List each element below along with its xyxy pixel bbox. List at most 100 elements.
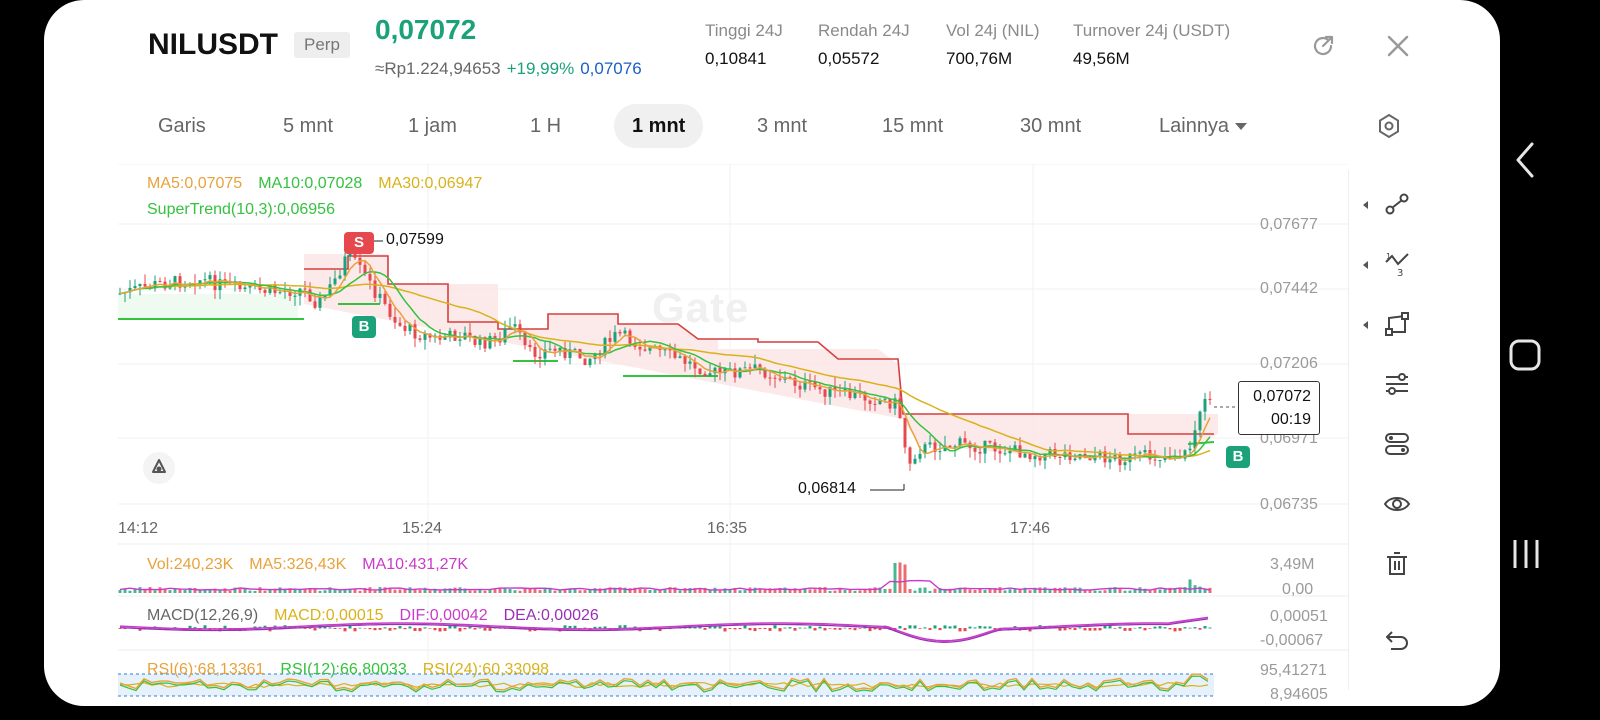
supertrend-value: SuperTrend(10,3):0,06956 [147, 201, 335, 218]
gate-watermark: Gate [652, 284, 750, 331]
current-price-box: 0,07072 00:19 [1238, 381, 1320, 435]
trendline-icon [1385, 193, 1409, 215]
stat-value: 700,76M [946, 49, 1013, 68]
buy-signal-badge: B [352, 316, 376, 338]
pair-symbol[interactable]: NILUSDT [148, 28, 278, 61]
volume-ma10: MA10:431,27K [362, 556, 469, 573]
tab-1-jam[interactable]: 1 jam [408, 115, 457, 137]
time-axis-label: 15:24 [402, 520, 443, 537]
tab-5-mnt[interactable]: 5 mnt [283, 115, 334, 137]
tab-15-mnt[interactable]: 15 mnt [882, 115, 944, 137]
high-price-marker: 0,07599 [386, 231, 444, 248]
gear-icon[interactable] [1375, 112, 1403, 140]
stat-low-24h: Rendah 24J 0,05572 [818, 21, 910, 69]
undo-icon [1386, 631, 1408, 650]
stat-value: 49,56M [1073, 49, 1130, 68]
dif-value: DIF:0,00042 [399, 607, 488, 624]
macd-dea-line [119, 618, 1209, 643]
tab-1-mnt[interactable]: 1 mnt [614, 104, 704, 148]
rsi12-value: RSI(12):66,80033 [280, 661, 407, 678]
dea-value: DEA:0,00026 [503, 607, 599, 624]
last-price: 0,07072 [375, 14, 477, 45]
low-price-marker: 0,06814 [798, 480, 856, 497]
buy-signal-badge-latest: B [1226, 446, 1250, 468]
ma10-line [119, 270, 1211, 460]
stat-volume-24h: Vol 24j (NIL) 700,76M [946, 21, 1040, 69]
ma5-value: MA5:0,07075 [147, 175, 243, 192]
stat-value: 0,05572 [818, 49, 880, 68]
macd-dif-line [119, 616, 1209, 642]
macd-axis-top: 0,00051 [1270, 608, 1328, 625]
rsi-legend: RSI(6):68,13361 RSI(12):66,80033 RSI(24):6… [147, 661, 565, 679]
rsi-band [118, 674, 1214, 696]
stat-label: Vol 24j (NIL) [946, 21, 1040, 40]
supertrend-support-band [118, 294, 298, 319]
volume-ma10-line [119, 579, 1211, 591]
macd-params: MACD(12,26,9) [147, 607, 259, 624]
tab-3-mnt[interactable]: 3 mnt [757, 115, 808, 137]
volume-value: Vol:240,23K [147, 556, 234, 573]
macd-legend: MACD(12,26,9) MACD:0,00015 DIF:0,00042 DEA:… [147, 607, 615, 625]
back-icon[interactable] [1512, 140, 1540, 180]
supertrend-down-line [304, 255, 1214, 435]
macd-value: MACD:0,00015 [274, 607, 384, 624]
trendline-tool[interactable] [1349, 174, 1445, 234]
kline-chart[interactable]: Gate MA5:0,07075 MA10:0,07028 MA30:0,06947… [118, 164, 1348, 706]
layers-icon [1385, 433, 1409, 455]
caret-down-icon [1235, 123, 1248, 131]
svg-text:3: 3 [1397, 268, 1403, 278]
layers-tool[interactable] [1349, 414, 1445, 474]
svg-text:1: 1 [1386, 252, 1391, 261]
expand-icon [1363, 261, 1368, 269]
stat-label: Turnover 24j (USDT) [1073, 21, 1231, 40]
undo-tool[interactable] [1349, 610, 1445, 670]
macd-axis-bottom: -0,00067 [1260, 632, 1324, 649]
shape-icon [1385, 312, 1409, 336]
delete-tool[interactable] [1349, 534, 1445, 594]
recents-icon[interactable] [1510, 536, 1542, 572]
visibility-tool[interactable] [1349, 474, 1445, 534]
close-icon[interactable] [1384, 32, 1412, 60]
rsi-axis-bottom: 8,94605 [1270, 686, 1328, 703]
price-axis-label: 0,06735 [1260, 496, 1318, 513]
contract-type-badge: Perp [294, 32, 350, 58]
share-icon[interactable] [1309, 32, 1337, 60]
app-window: NILUSDT Perp 0,07072 ≈Rp1.224,94653 +19,9… [44, 0, 1500, 706]
chart-canvas[interactable] [118, 164, 1348, 706]
ma-legend: MA5:0,07075 MA10:0,07028 MA30:0,06947 [147, 175, 498, 193]
draw-toggle-icon[interactable] [143, 452, 175, 484]
time-axis-label: 16:35 [707, 520, 748, 537]
home-icon[interactable] [1508, 338, 1542, 372]
ma5-line [119, 259, 1211, 462]
stat-high-24h: Tinggi 24J 0,10841 [705, 21, 783, 69]
volume-legend: Vol:240,23K MA5:326,43K MA10:431,27K [147, 556, 484, 574]
supertrend-up-line-5 [1187, 441, 1215, 445]
fibonacci-icon: 31 [1385, 252, 1409, 278]
price-axis-label: 0,07677 [1260, 216, 1318, 233]
price-idr: ≈Rp1.224,94653 [375, 59, 501, 78]
tab-lainnya[interactable]: Lainnya [1141, 104, 1265, 148]
price-axis-label: 0,07442 [1260, 280, 1318, 297]
volume-axis-bottom: 0,00 [1282, 581, 1314, 598]
current-price: 0,07072 [1253, 388, 1311, 405]
indicator-sliders-icon [1386, 373, 1408, 395]
trash-icon [1387, 552, 1407, 575]
mark-price: 0,07076 [580, 59, 642, 78]
rsi-axis-top: 95,41271 [1260, 662, 1327, 679]
ma10-value: MA10:0,07028 [258, 175, 363, 192]
rsi6-value: RSI(6):68,13361 [147, 661, 265, 678]
sell-signal-badge: S [344, 232, 374, 254]
stat-value: 0,10841 [705, 49, 767, 68]
ma30-value: MA30:0,06947 [378, 175, 483, 192]
indicator-settings-tool[interactable] [1349, 354, 1445, 414]
rsi6-line [119, 673, 1209, 691]
tab-garis[interactable]: Garis [158, 115, 206, 137]
tab-30-mnt[interactable]: 30 mnt [1020, 115, 1082, 137]
expand-icon [1363, 321, 1368, 329]
shape-tool[interactable] [1349, 294, 1445, 354]
candle-countdown: 00:19 [1270, 411, 1311, 428]
time-axis-label: 17:46 [1010, 520, 1051, 537]
tab-1-h[interactable]: 1 H [530, 115, 562, 137]
